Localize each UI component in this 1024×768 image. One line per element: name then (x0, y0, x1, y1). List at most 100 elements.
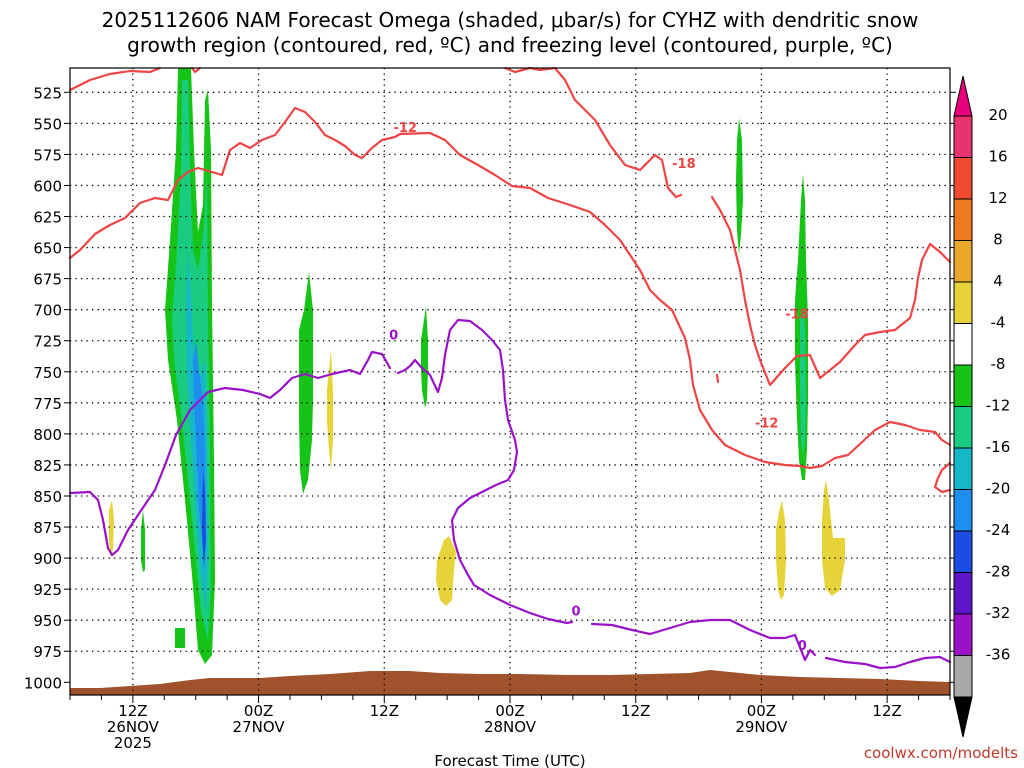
y-tick-label-775: 775 (33, 395, 62, 413)
colorbar-band-8 (953, 406, 973, 449)
omega-region-8 (141, 510, 145, 572)
title-line-2: growth region (contoured, red, ºC) and f… (127, 33, 893, 57)
contour-label-5: 0 (389, 329, 398, 344)
colorbar-label-8: -12 (986, 397, 1011, 415)
title-line-1: 2025112606 NAM Forecast Omega (shaded, μ… (102, 8, 919, 32)
omega-region-9 (421, 306, 428, 408)
colorbar: 20 16 12 8 4 -4 -8 -12 -16 -20 -24 -28 -32 -36 (953, 75, 1011, 738)
omega-region-5 (202, 470, 206, 570)
colorbar-band-11 (953, 530, 973, 573)
colorbar-label-4: 8 (993, 231, 1003, 249)
omega-region-17 (822, 480, 845, 596)
y-tick-label-525: 525 (33, 84, 62, 102)
x-tick-label-6-3: 2025 (114, 734, 152, 752)
x-tick-label-66-1: 00Z (747, 702, 776, 720)
colorbar-label-7: -8 (991, 355, 1006, 373)
colorbar-band-13 (953, 613, 973, 656)
dgz-contour-small (715, 373, 720, 384)
credit-text: coolwx.com/modelts (864, 744, 1018, 762)
colorbar-band-5 (953, 281, 973, 324)
y-tick-label-925: 925 (33, 581, 62, 599)
x-tick-label-18-1: 00Z (244, 702, 273, 720)
y-tick-label-675: 675 (33, 271, 62, 289)
x-tick-label-66-2: 29NOV (735, 718, 788, 736)
omega-region-13 (327, 350, 333, 470)
x-tick-label-42-2: 28NOV (484, 718, 537, 736)
colorbar-band-4 (953, 240, 973, 283)
colorbar-label-9: -16 (986, 438, 1011, 456)
y-tick-label-550: 550 (33, 115, 62, 133)
y-tick-label-575: 575 (33, 146, 62, 164)
colorbar-band-7 (953, 364, 973, 407)
y-tick-label-725: 725 (33, 333, 62, 351)
x-tick-label-30-1: 12Z (370, 702, 399, 720)
y-tick-label-650: 650 (33, 240, 62, 258)
contour-lines (68, 66, 952, 670)
omega-region-12 (800, 310, 806, 455)
colorbar-band-3 (953, 198, 973, 241)
y-tick-label-800: 800 (33, 426, 62, 444)
x-tick-label-6-2: 26NOV (107, 718, 160, 736)
x-tick-label-42-1: 00Z (495, 702, 524, 720)
y-tick-label-625: 625 (33, 209, 62, 227)
contour-label-6: 0 (571, 604, 580, 619)
dgz-contour-12-main (68, 106, 952, 470)
omega-region-7 (175, 628, 185, 648)
colorbar-label-2: 16 (988, 148, 1007, 166)
colorbar-label-5: 4 (993, 272, 1003, 290)
colorbar-top-arrow (953, 75, 973, 117)
colorbar-label-3: 12 (988, 189, 1007, 207)
dgz-contour-12-upper-b (190, 66, 202, 74)
x-tick-label-54-1: 12Z (621, 702, 650, 720)
y-tick-label-900: 900 (33, 550, 62, 568)
omega-region-14 (109, 500, 114, 558)
freezing-level-0-right (590, 618, 817, 662)
colorbar-label-6: -4 (991, 314, 1006, 332)
colorbar-label-1: 20 (988, 106, 1007, 124)
colorbar-bottom-arrow (953, 696, 973, 738)
colorbar-band-10 (953, 489, 973, 532)
colorbar-band-9 (953, 447, 973, 490)
colorbar-label-10: -20 (986, 480, 1011, 498)
contour-label-1: -12 (393, 121, 417, 136)
y-tick-label-1000: 1000 (24, 674, 62, 692)
freezing-level-0-end (824, 655, 952, 670)
y-tick-label-950: 950 (33, 612, 62, 630)
colorbar-band-6 (953, 323, 973, 366)
y-tick-label-850: 850 (33, 488, 62, 506)
x-tick-label-18-2: 27NOV (233, 718, 286, 736)
colorbar-band-14 (953, 655, 973, 698)
y-tick-label-600: 600 (33, 178, 62, 196)
colorbar-label-12: -28 (986, 563, 1011, 581)
y-tick-label-975: 975 (33, 643, 62, 661)
x-tick-label-78-1: 12Z (872, 702, 901, 720)
colorbar-label-13: -32 (986, 604, 1011, 622)
x-axis-label: Forecast Time (UTC) (434, 752, 585, 768)
chart-title: 2025112606 NAM Forecast Omega (shaded, μ… (102, 8, 919, 57)
omega-region-16 (776, 500, 786, 600)
y-tick-label-700: 700 (33, 302, 62, 320)
omega-region-15 (436, 536, 456, 606)
y-axis-pressure: 525 550 575 600 625 650 675 700 725 750 775 800 825 8… (24, 84, 956, 692)
colorbar-label-11: -24 (986, 521, 1011, 539)
dgz-contour-12-upper (68, 66, 162, 92)
terrain-surface (70, 670, 950, 695)
contour-label-7: 0 (798, 639, 807, 654)
contour-labels: -12 -18 -18 -12 0 0 0 (389, 121, 809, 654)
colorbar-band-1 (953, 115, 973, 158)
y-tick-label-750: 750 (33, 364, 62, 382)
grid-lines (70, 68, 950, 695)
dgz-contour-18 (710, 195, 952, 387)
contour-label-4: -12 (755, 417, 779, 432)
colorbar-label-14: -36 (986, 646, 1011, 664)
freezing-level-0-loop (396, 318, 574, 625)
freezing-level-0-left (68, 350, 392, 557)
y-tick-label-875: 875 (33, 519, 62, 537)
contour-label-3: -18 (785, 307, 809, 322)
omega-region-6 (299, 272, 313, 494)
contour-label-2: -18 (672, 157, 696, 172)
y-tick-label-825: 825 (33, 457, 62, 475)
colorbar-band-12 (953, 572, 973, 615)
dgz-contour-12-right (933, 461, 952, 494)
x-tick-label-6-1: 12Z (118, 702, 147, 720)
